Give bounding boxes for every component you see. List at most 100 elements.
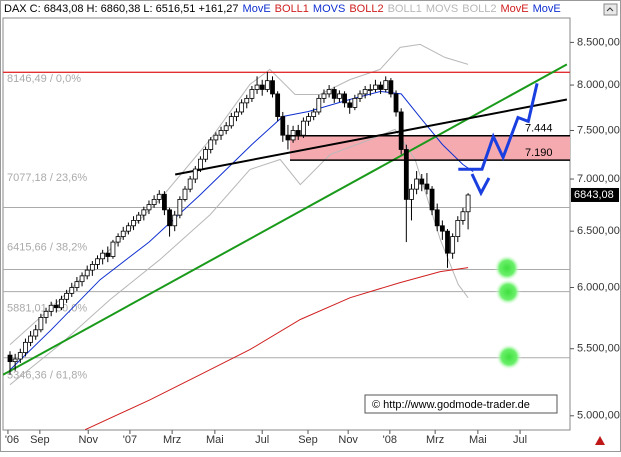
x-tick-label: '07 xyxy=(123,434,137,446)
candle-body xyxy=(409,188,414,200)
candle-body xyxy=(249,89,255,99)
x-tick-label: '08 xyxy=(383,434,397,446)
candle-body xyxy=(311,111,317,117)
candle-body xyxy=(270,80,275,95)
candle-body xyxy=(100,252,106,260)
candle-body xyxy=(105,252,111,257)
candle-body xyxy=(419,178,425,185)
candle-body xyxy=(331,89,337,99)
candle-body xyxy=(367,89,373,91)
candle-body xyxy=(414,178,420,190)
y-tick-label: 6.500,00 xyxy=(577,225,620,237)
candle-body xyxy=(172,214,178,227)
candle-body xyxy=(439,225,445,232)
candle-body xyxy=(455,220,461,238)
candle-body xyxy=(187,178,193,190)
candle-body xyxy=(74,281,80,288)
legend-entry: BOLL2 xyxy=(462,3,496,15)
candle-body xyxy=(316,97,322,113)
candle-body xyxy=(347,102,353,108)
candle-body xyxy=(234,111,239,117)
x-tick-label: Mrz xyxy=(426,434,444,446)
legend-entry: MOVS xyxy=(313,3,345,15)
candle-body xyxy=(23,341,28,353)
candle-body xyxy=(43,310,49,318)
copyright-box xyxy=(364,394,558,414)
candle-body xyxy=(38,317,44,331)
candle-body xyxy=(28,335,33,343)
candle-body xyxy=(192,168,198,180)
candle-body xyxy=(357,93,363,99)
candle-body xyxy=(84,269,90,277)
projection-arrow xyxy=(470,173,491,197)
last-price-box xyxy=(571,187,619,202)
candle-body xyxy=(95,258,100,265)
y-tick-label: 5.000,00 xyxy=(577,410,620,422)
x-tick-label: Nov xyxy=(338,434,358,446)
x-tick-label: Mrz xyxy=(163,434,181,446)
candle-body xyxy=(182,188,188,200)
candle-body xyxy=(264,80,270,90)
candle-body xyxy=(393,93,399,113)
x-tick-label: Sep xyxy=(298,434,318,446)
candle-body xyxy=(48,304,54,312)
overlay-line xyxy=(84,267,469,430)
candle-body xyxy=(460,211,466,221)
candle-body xyxy=(362,89,368,95)
candle-body xyxy=(125,225,131,232)
candle-body xyxy=(300,120,306,136)
scroll-button[interactable] xyxy=(603,3,618,16)
legend-entry: MovE xyxy=(500,3,528,15)
copyright: © http://www.godmode-trader.de xyxy=(372,399,530,411)
fib-label: 8146,49 / 0,0% xyxy=(7,73,81,85)
trendline xyxy=(3,63,568,376)
candle-body xyxy=(383,80,389,90)
candle-body xyxy=(177,199,183,216)
legend-entry: BOLL2 xyxy=(349,3,383,15)
header: DAX C: 6843,08 H: 6860,38 L: 6516,51 +16… xyxy=(4,3,561,15)
legend-entry: BOLL1 xyxy=(275,3,309,15)
overlay: © http://www.godmode-trader.de xyxy=(364,394,558,414)
candle-body xyxy=(321,93,327,99)
projection xyxy=(458,83,539,171)
candle-body xyxy=(12,358,18,363)
candle-body xyxy=(203,149,208,160)
candle-body xyxy=(110,241,116,257)
candle-body xyxy=(156,193,162,200)
y-tick-label: 5.500,00 xyxy=(577,343,620,355)
candle-body xyxy=(378,84,383,90)
candle-body xyxy=(275,93,281,117)
scroll-icon[interactable] xyxy=(595,436,605,445)
x-tick-label: Mai xyxy=(206,434,224,446)
candle-body xyxy=(429,188,435,211)
legend-entry: BOLL1 xyxy=(388,3,422,15)
candle-body xyxy=(69,287,75,294)
candle-body xyxy=(79,275,85,283)
candle-body xyxy=(131,220,136,227)
decor xyxy=(470,3,618,445)
target-dot xyxy=(495,279,521,305)
y-tick-label: 7.000,00 xyxy=(577,173,620,185)
candle-body xyxy=(337,93,342,99)
candle-body xyxy=(146,204,152,211)
fib-label: 5881,01 / 50,0% xyxy=(7,302,87,314)
zone-label: 7.444 xyxy=(525,123,553,135)
candle-body xyxy=(33,329,39,337)
candle-body xyxy=(198,158,203,170)
candle-body xyxy=(285,134,291,141)
legend-entry: MovE xyxy=(533,3,561,15)
candle-body xyxy=(259,84,265,90)
candle-body xyxy=(239,102,245,113)
y-tick-label: 8.500,00 xyxy=(577,36,620,48)
plot-area xyxy=(2,17,571,431)
candle-body xyxy=(64,292,70,300)
candle-body xyxy=(7,354,13,363)
plot: 8146,49 / 0,0% 7077,18 / 23,6% 6415,66 / 3… xyxy=(3,43,570,430)
overlay-line xyxy=(9,43,469,345)
candle-body xyxy=(167,209,172,227)
candle-body xyxy=(295,130,301,136)
legend-entry: MOVS xyxy=(426,3,458,15)
zone-label: 7.190 xyxy=(525,147,553,159)
